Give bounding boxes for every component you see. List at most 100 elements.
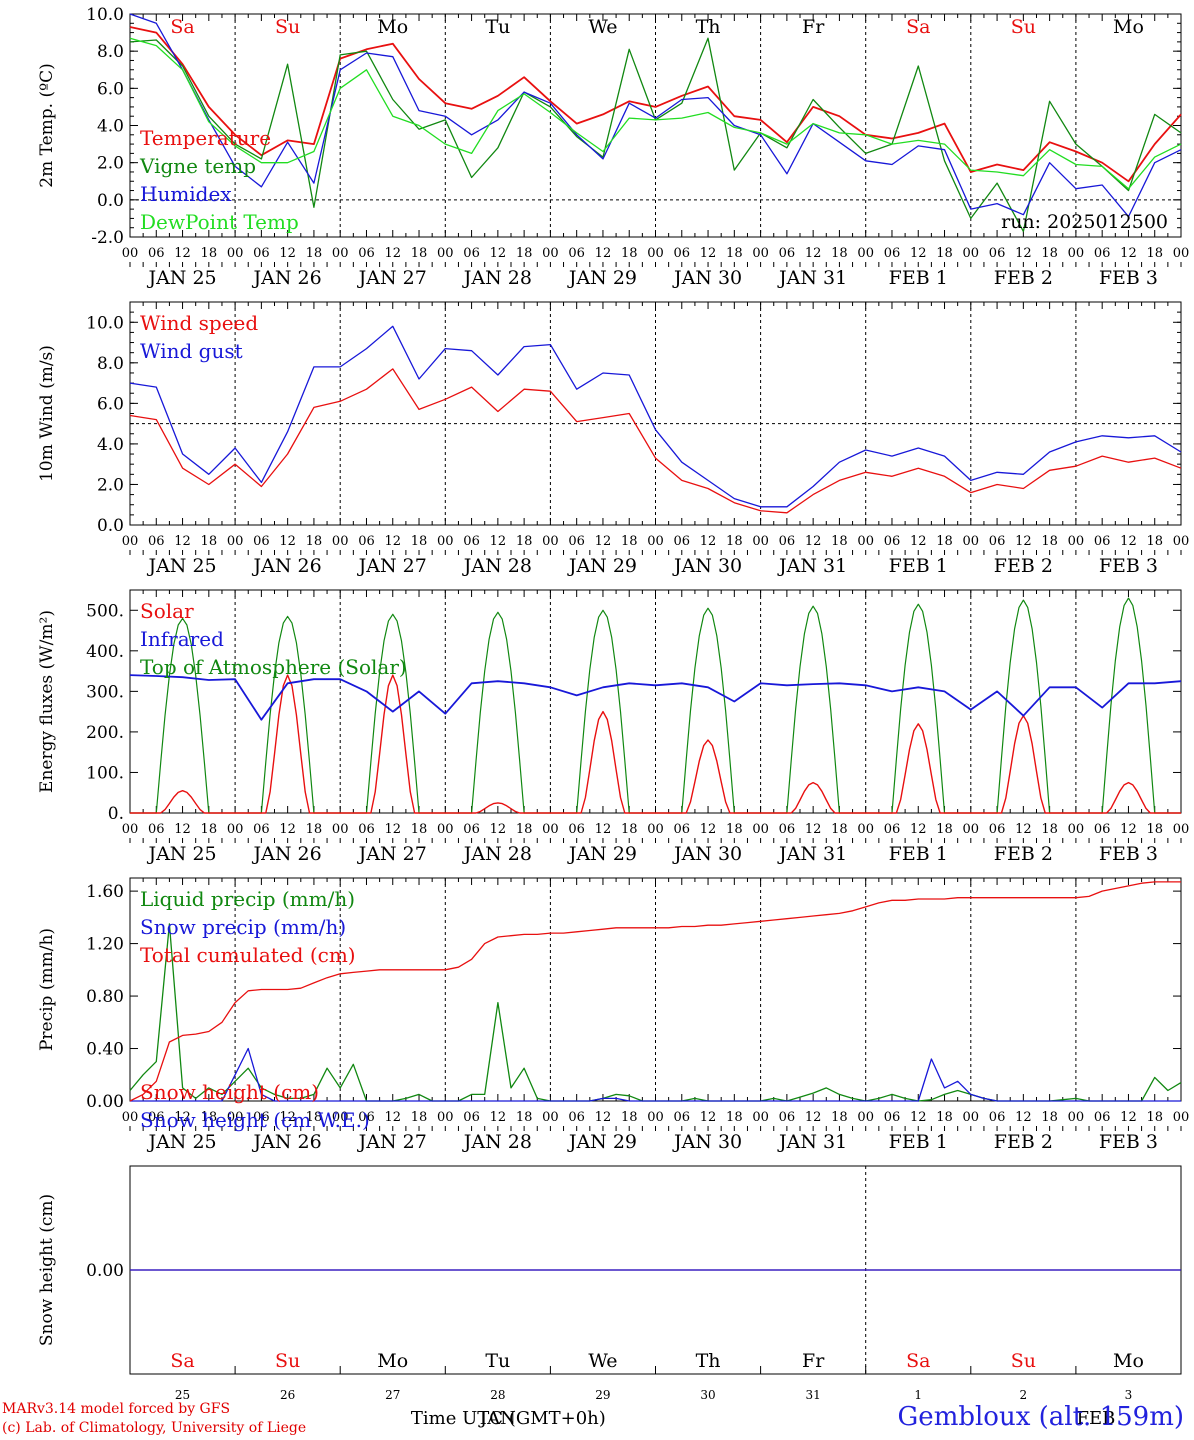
hour-tick-label: 06 xyxy=(358,246,375,261)
hour-tick-label: 00 xyxy=(437,822,454,837)
legend-entry: Snow height (cm W.E.) xyxy=(140,1108,370,1132)
hour-tick-label: 12 xyxy=(595,246,612,261)
legend-entry: Vigne temp xyxy=(139,154,256,178)
hour-tick-label: 12 xyxy=(805,1110,822,1125)
legend-entry: Wind speed xyxy=(140,311,258,335)
day-number-label: 27 xyxy=(385,1388,400,1402)
series-line-temperature xyxy=(129,26,1182,183)
hour-tick-label: 18 xyxy=(411,822,428,837)
plot-frame xyxy=(129,589,1182,814)
hour-tick-label: 12 xyxy=(1120,1110,1137,1125)
hour-tick-label: 18 xyxy=(831,1110,848,1125)
panel-precip: 0.00 0.40 0.80 1.20 1.60 Precip (mm/h) Liquid … xyxy=(37,877,1190,1153)
hour-tick-label: 18 xyxy=(516,534,533,549)
date-label: FEB 1 xyxy=(889,843,948,865)
hour-tick-label: 12 xyxy=(279,822,296,837)
y-tick-label: 500. xyxy=(86,601,124,621)
date-label: JAN 26 xyxy=(252,1131,322,1153)
hour-tick-label: 06 xyxy=(884,822,901,837)
hour-tick-label: 06 xyxy=(779,246,796,261)
y-tick-label: 4.0 xyxy=(97,117,124,137)
hour-tick-label: 06 xyxy=(463,534,480,549)
lab-credit: (c) Lab. of Climatology, University of L… xyxy=(2,1420,307,1436)
hour-tick-label: 18 xyxy=(411,534,428,549)
y-tick-label: 100. xyxy=(86,763,124,783)
hour-tick-label: 18 xyxy=(1146,534,1163,549)
hour-tick-label: 18 xyxy=(1146,822,1163,837)
hour-tick-label: 00 xyxy=(1173,1110,1190,1125)
station-label: Gembloux (alt. 159m) xyxy=(897,1402,1184,1432)
weekday-label: Mo xyxy=(1113,16,1144,38)
legend-entry: Infrared xyxy=(140,627,224,651)
hour-tick-label: 06 xyxy=(148,246,165,261)
panel-temp: -2.0 0.0 2.0 4.0 6.0 8.0 10.0 2m Temp. (ºC) Temp… xyxy=(37,5,1189,289)
hour-tick-label: 12 xyxy=(279,534,296,549)
hour-tick-label: 00 xyxy=(752,822,769,837)
time-axis-label: Time UTC (GMT+0h) xyxy=(411,1408,606,1429)
date-label: FEB 2 xyxy=(994,843,1053,865)
hour-tick-label: 06 xyxy=(358,822,375,837)
hour-tick-label: 12 xyxy=(910,822,927,837)
hour-tick-label: 00 xyxy=(122,246,139,261)
y-tick-label: 300. xyxy=(86,682,124,702)
hour-tick-label: 06 xyxy=(253,246,270,261)
hour-tick-label: 18 xyxy=(726,1110,743,1125)
date-label: JAN 25 xyxy=(146,267,216,289)
hour-tick-label: 00 xyxy=(227,246,244,261)
hour-tick-label: 00 xyxy=(857,534,874,549)
hour-tick-label: 00 xyxy=(963,246,980,261)
hour-tick-label: 12 xyxy=(490,534,507,549)
panel-energy: 0. 100. 200. 300. 400. 500. Energy fluxes (W/m… xyxy=(37,589,1189,865)
hour-tick-label: 00 xyxy=(122,1110,139,1125)
hour-tick-label: 12 xyxy=(384,246,401,261)
y-tick-label: 0.0 xyxy=(97,516,124,536)
y-axis-label: Snow height (cm) xyxy=(37,1194,57,1346)
weekday-label: Fr xyxy=(802,16,825,38)
hour-tick-label: 06 xyxy=(358,1110,375,1125)
hour-tick-label: 12 xyxy=(490,822,507,837)
weekday-label: Sa xyxy=(906,16,930,38)
series-line-wind-gust xyxy=(129,325,1182,508)
weekday-label: Su xyxy=(1011,1350,1036,1372)
day-number-label: 2 xyxy=(1020,1388,1028,1402)
hour-tick-label: 18 xyxy=(726,246,743,261)
panel-wind: 0.0 2.0 4.0 6.0 8.0 10.0 10m Wind (m/s) Wind sp… xyxy=(37,301,1189,577)
y-tick-label: 8.0 xyxy=(97,354,124,374)
hour-tick-label: 06 xyxy=(148,1110,165,1125)
hour-tick-label: 06 xyxy=(884,534,901,549)
hour-tick-label: 00 xyxy=(857,1110,874,1125)
hour-tick-label: 06 xyxy=(568,246,585,261)
y-tick-label: 4.0 xyxy=(97,435,124,455)
hour-tick-label: 00 xyxy=(647,1110,664,1125)
y-tick-label: 0.00 xyxy=(86,1092,124,1112)
hour-tick-label: 12 xyxy=(700,1110,717,1125)
y-tick-label: 8.0 xyxy=(97,42,124,62)
legend-entry: Wind gust xyxy=(140,339,243,363)
weekday-label: Sa xyxy=(170,16,194,38)
hour-tick-label: 00 xyxy=(1068,822,1085,837)
hour-tick-label: 12 xyxy=(384,1110,401,1125)
hour-tick-label: 18 xyxy=(201,1110,218,1125)
weekday-label: Tu xyxy=(485,16,510,38)
hour-tick-label: 12 xyxy=(1120,822,1137,837)
date-label: JAN 25 xyxy=(146,555,216,577)
date-label: JAN 29 xyxy=(567,267,637,289)
hour-tick-label: 12 xyxy=(1015,1110,1032,1125)
hour-tick-label: 06 xyxy=(674,1110,691,1125)
hour-tick-label: 18 xyxy=(201,534,218,549)
plot-frame xyxy=(129,301,1182,526)
hour-tick-label: 00 xyxy=(542,246,559,261)
hour-tick-label: 00 xyxy=(647,246,664,261)
hour-tick-label: 18 xyxy=(306,822,323,837)
hour-tick-label: 06 xyxy=(568,534,585,549)
day-number-label: 26 xyxy=(280,1388,295,1402)
hour-tick-label: 00 xyxy=(227,1110,244,1125)
legend-entry: Humidex xyxy=(140,182,232,206)
y-tick-label: 200. xyxy=(86,723,124,743)
date-label: FEB 2 xyxy=(994,1131,1053,1153)
date-label: FEB 3 xyxy=(1099,267,1158,289)
hour-tick-label: 06 xyxy=(779,534,796,549)
hour-tick-label: 00 xyxy=(752,246,769,261)
hour-tick-label: 06 xyxy=(463,1110,480,1125)
